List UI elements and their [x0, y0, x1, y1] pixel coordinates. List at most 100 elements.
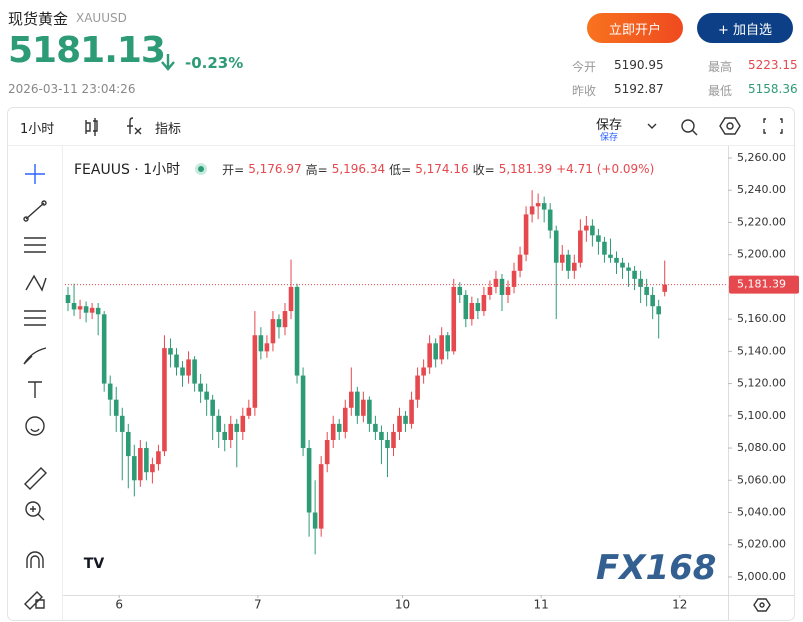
save-sub: 保存	[600, 133, 619, 143]
x-tick-label: 12	[672, 598, 687, 612]
candle-body	[77, 306, 83, 310]
candle-body	[391, 431, 396, 449]
status-dot	[195, 163, 208, 175]
chart-frame	[7, 107, 795, 621]
x-tick-label: 6	[115, 598, 123, 612]
candle-body	[565, 254, 571, 271]
candle-body	[107, 383, 113, 400]
candle-body	[499, 278, 505, 295]
candle-body	[457, 286, 463, 295]
legend-value: 5,176.97	[248, 162, 302, 176]
candle-body	[258, 335, 264, 352]
candle-body	[276, 319, 282, 328]
x-tick-label: 11	[534, 598, 549, 612]
candle-body	[144, 448, 149, 473]
candle-body	[156, 451, 161, 465]
candle-body	[186, 359, 191, 376]
y-tick-label: 5,140.00	[737, 344, 786, 357]
candle-body	[602, 241, 607, 255]
candle-body	[638, 278, 643, 287]
y-tick-label: 5,220.00	[737, 215, 786, 228]
save-button[interactable]: 保存	[596, 118, 623, 133]
candle-body	[355, 391, 360, 416]
candle-body	[65, 294, 71, 304]
last-price-label: 5,181.39	[737, 278, 786, 291]
candle-body	[101, 314, 107, 384]
candle-body	[132, 456, 137, 481]
candle-body	[228, 423, 234, 440]
y-tick-label: 5,240.00	[737, 183, 786, 196]
candle-body	[584, 225, 589, 231]
candle-body	[505, 286, 511, 295]
svg-text:TV: TV	[84, 556, 105, 572]
candle-body	[192, 359, 197, 384]
y-tick-label: 5,100.00	[737, 409, 786, 422]
candle-body	[294, 286, 300, 376]
candle-body	[409, 399, 414, 424]
candle-body	[469, 303, 475, 320]
legend-label: 低=	[389, 162, 412, 177]
candle-body	[439, 335, 445, 360]
candle-body	[644, 286, 649, 295]
candle-body	[553, 230, 559, 263]
legend: FEAUUS · 1小时 开= 5,176.97 高= 5,196.34 低= 5,174…	[74, 159, 654, 179]
x-tick-label: 7	[254, 598, 262, 612]
candle-body	[608, 254, 613, 258]
candle-body	[373, 423, 378, 432]
title: 现货黄金	[8, 10, 69, 28]
candle-body	[590, 225, 595, 236]
candle-body	[264, 343, 270, 352]
down-arrow	[161, 54, 175, 71]
candle-body	[541, 203, 547, 210]
candle-body	[650, 294, 655, 307]
drawing-tools[interactable]	[23, 117, 783, 612]
candle-body	[150, 464, 155, 473]
candle-body	[481, 294, 487, 312]
candle-body	[204, 391, 209, 400]
candle-body	[614, 257, 619, 263]
legend-value: 5,174.16	[415, 162, 469, 176]
candle-body	[270, 319, 276, 344]
y-tick-label: 5,040.00	[737, 505, 786, 518]
candle-body	[306, 448, 312, 513]
candle-body	[662, 284, 668, 292]
symbol: XAUUSD	[76, 11, 127, 25]
stat-value: 5223.15	[748, 58, 798, 72]
candle-body	[493, 278, 499, 287]
stat-value: 5158.36	[748, 82, 798, 96]
candle-body	[342, 407, 348, 432]
candle-body	[300, 375, 306, 449]
candle-body	[559, 254, 565, 263]
candle-body	[596, 235, 601, 242]
candle-body	[397, 415, 402, 432]
candle-body	[234, 423, 240, 432]
last-price-box	[729, 275, 799, 294]
y-tick-label: 5,160.00	[737, 312, 786, 325]
candle-body	[523, 214, 529, 255]
candle-body	[180, 367, 185, 376]
candle-body	[517, 254, 523, 271]
candle-body	[367, 399, 372, 424]
indicators-button[interactable]: 指标	[155, 122, 182, 137]
stat-value: 5192.87	[614, 82, 664, 96]
candle-body	[620, 262, 625, 268]
candle-body	[415, 375, 420, 400]
y-tick-label: 5,020.00	[737, 538, 786, 551]
watermark: FX168	[596, 548, 717, 588]
change: -0.23%	[185, 54, 244, 72]
tv-logo: TV	[80, 553, 108, 575]
candle-body	[511, 270, 517, 287]
add-watch-button[interactable]: + 加自选	[697, 13, 793, 43]
candle-body	[95, 307, 101, 315]
y-tick-label: 5,080.00	[737, 441, 786, 454]
open-account-button[interactable]: 立即开户	[587, 13, 683, 43]
stat-label: 最低	[708, 84, 733, 98]
x-tick-label: 10	[395, 598, 410, 612]
legend-change: +4.71 (+0.09%)	[556, 162, 655, 176]
candle-body	[198, 383, 203, 392]
stat-label: 今开	[572, 60, 597, 74]
interval-button[interactable]: 1小时	[20, 122, 55, 137]
candle-body	[240, 415, 246, 432]
candle-body	[632, 270, 637, 279]
candle-body	[529, 206, 535, 215]
